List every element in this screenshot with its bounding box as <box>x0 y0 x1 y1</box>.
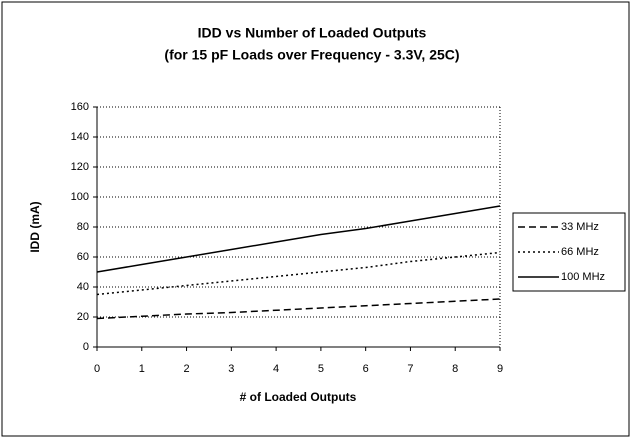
x-axis-label: # of Loaded Outputs <box>240 390 357 404</box>
chart-title: IDD vs Number of Loaded Outputs <box>198 25 427 41</box>
x-tick-label: 5 <box>318 363 324 375</box>
legend-box <box>512 212 626 292</box>
series-line <box>96 298 501 320</box>
legend-label: 100 MHz <box>561 271 605 283</box>
y-tick-label: 20 <box>77 311 89 323</box>
x-tick-label: 0 <box>94 363 100 375</box>
legend-label: 66 MHz <box>561 246 599 258</box>
y-tick-label: 40 <box>77 281 89 293</box>
y-tick-label: 100 <box>71 191 89 203</box>
legend-label: 33 MHz <box>561 221 599 233</box>
x-tick-label: 8 <box>452 363 458 375</box>
y-tick-label: 60 <box>77 251 89 263</box>
y-tick-label: 160 <box>71 101 89 113</box>
chart-subtitle: (for 15 pF Loads over Frequency - 3.3V, … <box>164 47 459 63</box>
x-tick-label: 3 <box>228 363 234 375</box>
x-tick-label: 6 <box>363 363 369 375</box>
x-tick-label: 4 <box>273 363 279 375</box>
y-axis-label: IDD (mA) <box>28 201 42 252</box>
y-tick-label: 80 <box>77 221 89 233</box>
x-tick-label: 7 <box>407 363 413 375</box>
y-tick-label: 120 <box>71 161 89 173</box>
x-tick-label: 9 <box>497 363 503 375</box>
series-line <box>96 205 501 273</box>
x-tick-label: 2 <box>183 363 189 375</box>
x-tick-label: 1 <box>139 363 145 375</box>
y-tick-label: 140 <box>71 131 89 143</box>
y-tick-label: 0 <box>83 341 89 353</box>
